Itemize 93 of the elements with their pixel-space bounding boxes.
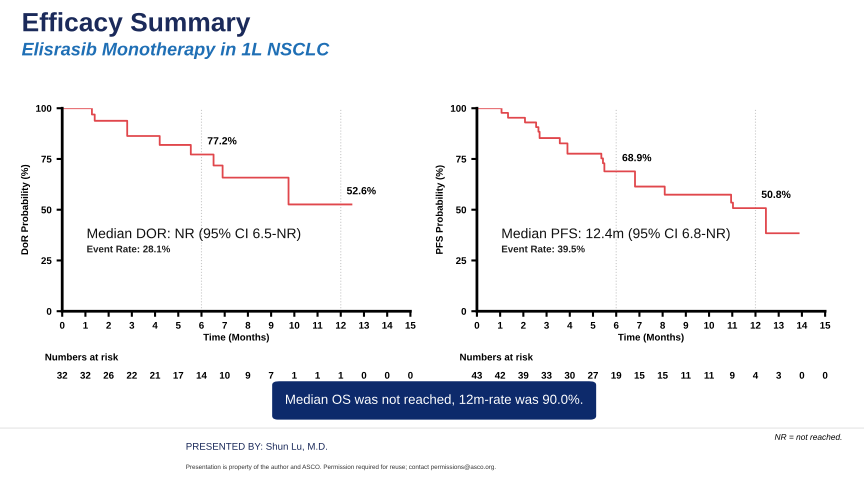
text: 26 bbox=[104, 372, 114, 379]
annotation: 77.2% bbox=[208, 137, 237, 144]
text: 42 bbox=[494, 372, 506, 379]
text: 9 bbox=[246, 372, 250, 379]
text: 19 bbox=[611, 372, 622, 379]
text: 11 bbox=[704, 372, 714, 379]
text: 7 bbox=[268, 372, 274, 379]
chart-title: Efficacy Summary bbox=[23, 12, 250, 37]
x-tick-label: 6 bbox=[199, 322, 204, 329]
x-tick-label: 15 bbox=[820, 322, 830, 329]
y-tick-label: 100 bbox=[450, 104, 466, 112]
x-tick-label: 3 bbox=[129, 322, 134, 329]
x-tick-label: 7 bbox=[637, 322, 642, 329]
annotation: Median DOR: NR (95% CI 6.5-NR) bbox=[88, 228, 300, 242]
x-tick-label: 13 bbox=[359, 322, 370, 329]
x-tick-label: 6 bbox=[614, 322, 619, 329]
text: 32 bbox=[80, 372, 90, 379]
x-tick-label: 5 bbox=[590, 322, 596, 329]
y-tick-label: 25 bbox=[41, 257, 52, 264]
x-tick-label: 15 bbox=[406, 322, 416, 329]
text: 43 bbox=[472, 372, 482, 379]
text: Median OS was not reached, 12m-rate was 90.0%. bbox=[286, 394, 582, 406]
x-tick-label: 9 bbox=[683, 322, 688, 329]
text: Numbers at risk bbox=[45, 353, 118, 361]
text: 9 bbox=[730, 372, 735, 379]
text: 32 bbox=[57, 372, 68, 379]
y-axis-title: DoR Probability (%) bbox=[20, 164, 30, 254]
x-tick-label: 11 bbox=[313, 322, 322, 329]
y-tick-label: 25 bbox=[456, 257, 466, 264]
annotation: Event Rate: 39.5% bbox=[502, 246, 585, 252]
x-tick-label: 9 bbox=[268, 322, 274, 329]
text: Numbers at risk bbox=[460, 353, 534, 361]
x-tick-label: 8 bbox=[660, 322, 666, 329]
text: 39 bbox=[518, 372, 528, 379]
annotation: Event Rate: 28.1% bbox=[87, 246, 170, 252]
text: 17 bbox=[173, 372, 184, 379]
x-tick-label: 4 bbox=[152, 322, 158, 329]
chart-subtitle: Elisrasib Monotherapy in 1L NSCLC bbox=[22, 42, 330, 60]
y-tick-label: 75 bbox=[456, 156, 466, 163]
annotation: 68.9% bbox=[622, 154, 652, 162]
annotation: 52.6% bbox=[346, 187, 376, 194]
text: 0 bbox=[408, 372, 413, 379]
x-tick-label: 5 bbox=[176, 322, 181, 329]
x-tick-label: 1 bbox=[83, 322, 88, 329]
text: 1 bbox=[338, 372, 344, 379]
annotation: 50.8% bbox=[762, 190, 791, 198]
y-tick-label: 50 bbox=[456, 206, 466, 214]
y-tick-label: 0 bbox=[461, 308, 466, 315]
y-tick-label: 75 bbox=[41, 156, 52, 163]
text: 10 bbox=[220, 372, 230, 379]
x-tick-label: 14 bbox=[382, 322, 393, 329]
x-axis-title: Time (Months) bbox=[618, 333, 684, 343]
text: 1 bbox=[315, 372, 320, 379]
x-axis-title: Time (Months) bbox=[203, 333, 269, 343]
text: 11 bbox=[681, 372, 691, 379]
x-tick-label: 1 bbox=[498, 322, 503, 329]
x-tick-label: 3 bbox=[544, 322, 549, 329]
x-tick-label: 7 bbox=[222, 322, 227, 329]
text: 1 bbox=[292, 372, 297, 379]
text: PRESENTED BY: Shun Lu, M.D. bbox=[186, 442, 327, 451]
x-tick-label: 2 bbox=[520, 322, 526, 329]
y-tick-label: 100 bbox=[36, 104, 52, 112]
x-tick-label: 10 bbox=[704, 322, 714, 329]
text: 30 bbox=[564, 372, 575, 379]
text: 0 bbox=[384, 372, 390, 379]
text: 15 bbox=[658, 372, 668, 379]
y-axis-title: PFS Probability (%) bbox=[436, 165, 445, 254]
text: NR = not reached. bbox=[774, 434, 842, 440]
x-tick-label: 14 bbox=[797, 322, 808, 329]
text: 0 bbox=[822, 372, 828, 379]
x-tick-label: 13 bbox=[774, 322, 784, 329]
annotation: Median PFS: 12.4m (95% CI 6.8-NR) bbox=[502, 228, 730, 242]
x-tick-label: 4 bbox=[567, 322, 572, 329]
x-tick-label: 10 bbox=[290, 322, 300, 329]
x-tick-label: 0 bbox=[60, 322, 65, 329]
text: 14 bbox=[196, 372, 207, 379]
x-tick-label: 12 bbox=[750, 322, 760, 329]
text: 15 bbox=[634, 372, 645, 379]
text: 0 bbox=[362, 372, 366, 379]
x-tick-label: 11 bbox=[728, 322, 738, 329]
x-tick-label: 0 bbox=[474, 322, 480, 329]
text: 33 bbox=[541, 372, 552, 379]
y-tick-label: 50 bbox=[41, 206, 52, 214]
text: 21 bbox=[150, 372, 160, 379]
text: 4 bbox=[752, 372, 758, 379]
x-tick-label: 2 bbox=[106, 322, 111, 329]
x-tick-label: 12 bbox=[336, 322, 346, 329]
x-tick-label: 8 bbox=[246, 322, 250, 329]
text: 22 bbox=[126, 372, 137, 379]
text: 27 bbox=[588, 372, 598, 379]
text: 3 bbox=[776, 372, 782, 379]
text: 0 bbox=[800, 372, 804, 379]
y-tick-label: 0 bbox=[46, 308, 52, 315]
